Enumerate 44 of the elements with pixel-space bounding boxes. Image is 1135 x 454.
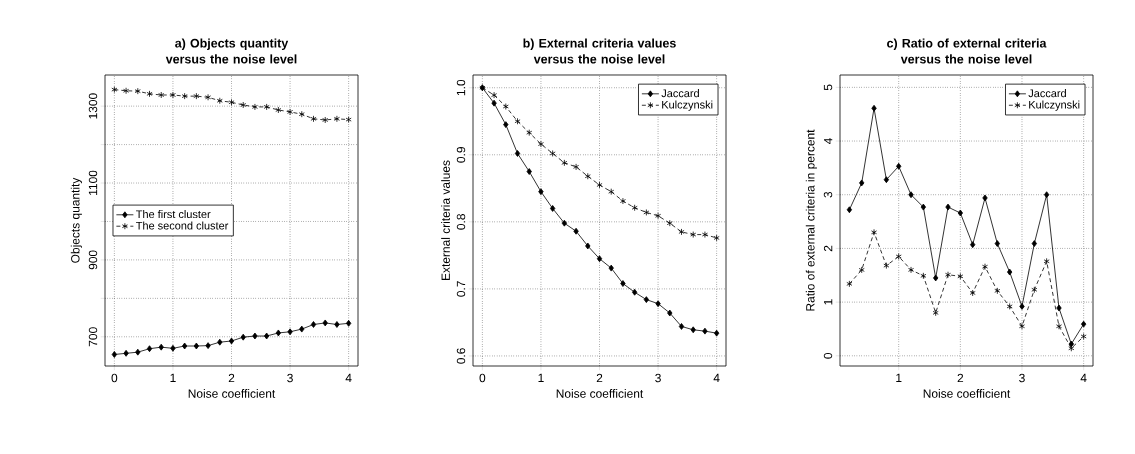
y-tick-label: 0.9	[456, 147, 466, 163]
x-tick-label: 2	[957, 373, 964, 383]
y-tick-label: 2	[823, 245, 833, 252]
y-tick-label: 3	[823, 191, 833, 198]
y-tick-label: 1	[824, 299, 833, 305]
y-axis-title: External criteria values	[441, 160, 450, 280]
x-axis-title: Noise coefficient	[556, 389, 644, 398]
y-tick-label: 0.6	[456, 348, 466, 364]
y-tick-label: 0.7	[456, 281, 466, 297]
x-tick-label: 0	[111, 373, 118, 383]
x-tick-label: 2	[596, 373, 603, 383]
x-tick-label: 0	[479, 373, 486, 383]
x-tick-label: 1	[896, 373, 902, 382]
x-tick-label: 2	[228, 373, 235, 383]
x-tick-label: 4	[713, 373, 720, 382]
y-tick-label: 0	[823, 352, 833, 359]
x-tick-label: 4	[1080, 373, 1087, 382]
x-tick-label: 3	[287, 373, 293, 383]
y-axis-title: Ratio of external criteria in percent	[805, 129, 817, 311]
chart-title: b) External criteria values versus the noise level	[523, 38, 676, 64]
y-tick-label: 700	[88, 327, 98, 347]
x-tick-label: 1	[170, 373, 176, 382]
legend-label: Kulczynski	[1029, 100, 1080, 111]
y-tick-label: 0.8	[456, 214, 466, 230]
x-tick-label: 3	[655, 373, 661, 383]
x-tick-label: 1	[538, 373, 544, 382]
y-tick-label: 1100	[88, 170, 98, 195]
x-tick-label: 3	[1019, 373, 1025, 383]
y-axis-title: Objects quantity	[70, 177, 82, 263]
legend-label: The first cluster	[136, 210, 211, 219]
y-tick-label: 1300	[88, 93, 98, 119]
y-tick-label: 900	[88, 250, 98, 270]
y-tick-label: 4	[824, 138, 833, 145]
y-tick-label: 5	[823, 84, 833, 91]
legend-label: Jaccard	[1028, 89, 1066, 98]
legend-label: The second cluster	[136, 221, 229, 230]
y-tick-label: 1.0	[456, 79, 466, 96]
x-tick-label: 4	[345, 373, 352, 382]
legend-label: Kulczynski	[662, 100, 713, 111]
x-axis-title: Noise coefficient	[923, 389, 1011, 398]
chart-title: a) Objects quantity versus the noise level	[165, 38, 297, 64]
x-axis-title: Noise coefficient	[188, 389, 276, 398]
legend-label: Jaccard	[661, 89, 699, 98]
chart-title: c) Ratio of external criteria versus the noise level	[887, 38, 1047, 64]
